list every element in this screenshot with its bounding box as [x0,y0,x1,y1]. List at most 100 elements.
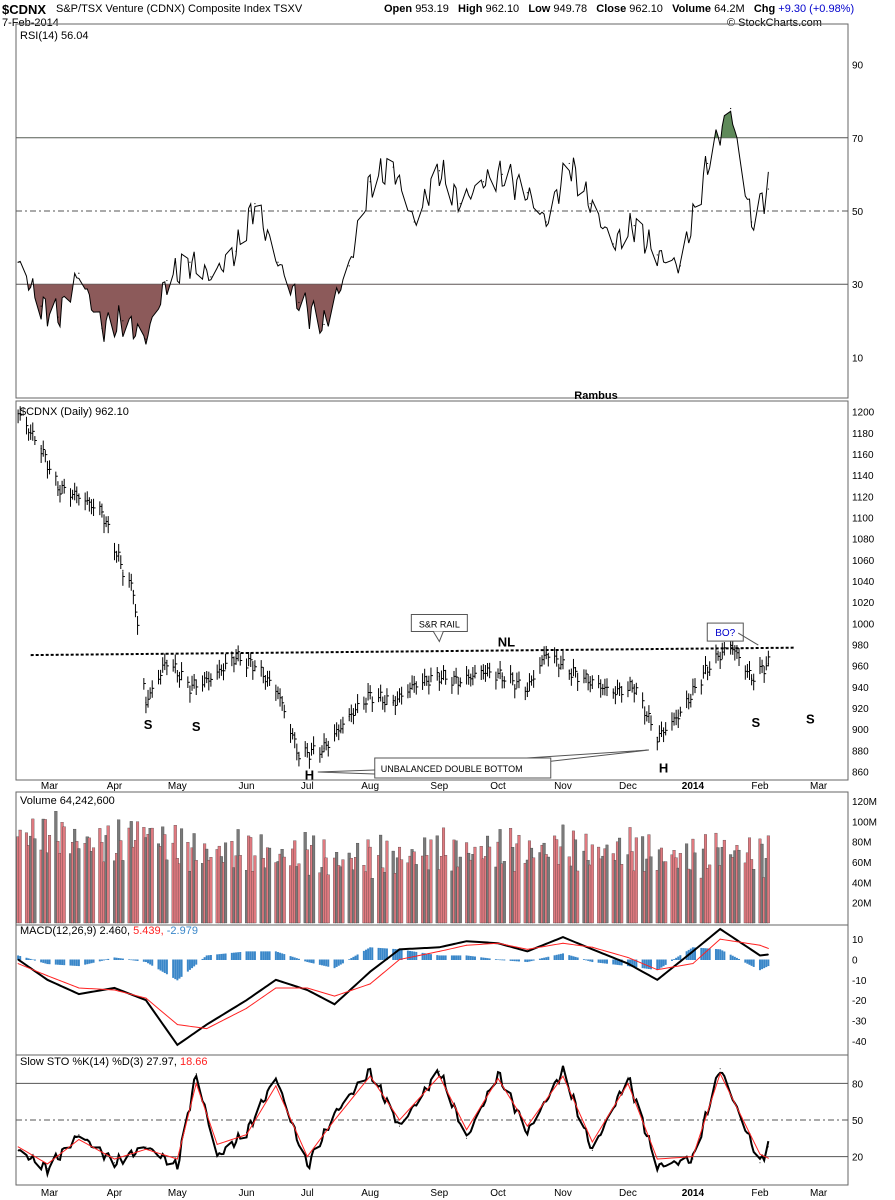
price-point [413,684,415,686]
volume-bar [18,829,22,924]
rsi-point [277,261,279,263]
macd-histogram-bar [98,959,101,962]
volume-point [275,856,276,857]
macd-histogram-bar [333,959,336,969]
sto-d-point [656,1158,658,1160]
volume-bar [678,853,682,924]
macd-histogram-bar [352,956,355,960]
macd-histogram-bar [647,959,650,970]
macd-histogram-bar [425,953,428,960]
volume-bar [33,838,37,924]
macd-histogram-bar [247,951,250,960]
price-y-tick-label: 1060 [852,556,875,567]
macd-histogram-bar [541,958,544,960]
sto-d-point [399,1119,401,1121]
price-y-tick-label: 1160 [852,450,874,461]
macd-histogram-bar [752,959,755,967]
sto-d-point [46,1163,48,1165]
macd-histogram-bar [222,953,225,960]
sto-d-point [78,1139,80,1141]
volume-bar [92,847,96,924]
volume-y-tick-label: 20M [852,899,871,910]
panel-frame [15,400,849,781]
price-y-tick-label: 1080 [852,535,875,546]
macd-histogram-bar [276,952,279,960]
macd-histogram-bar [297,958,300,960]
rsi-point [706,162,709,165]
volume-bar [605,844,609,924]
macd-histogram-bar [568,955,571,960]
macd-histogram-bar [220,953,223,960]
price-y-tick-label: 1000 [852,619,875,630]
macd-histogram-bar [597,959,600,963]
price-y-tick-label: 980 [852,640,869,651]
macd-histogram-bar [260,951,263,960]
macd-histogram-bar [86,959,89,965]
macd-histogram-bar [486,958,489,960]
sto-d-point [767,1157,769,1159]
pattern-label: S [144,717,153,732]
month-tick-label: Apr [107,781,123,792]
volume-point [657,855,658,856]
price-point [501,675,503,677]
macd-histogram-bar [103,959,106,961]
low-label: Low [528,3,551,15]
macd-histogram-bar [323,959,326,966]
price-point [545,652,547,654]
sto-y-tick-label: 80 [852,1079,864,1090]
macd-histogram-bar [664,959,667,965]
rsi-y-tick-label: 90 [852,61,864,72]
price-y-tick-label: 1120 [852,492,874,503]
month-tick-label: 2014 [682,1188,705,1199]
macd-line [17,927,769,1047]
sto-k-point [692,1158,694,1160]
double-bottom-pointer-left [317,769,375,775]
sto-d-point [526,1125,528,1127]
macd-histogram-bar [721,950,724,960]
price-point [750,677,753,679]
sto-label: Slow STO %K(14) %D(3) 27.97, 18.66 [20,1056,208,1068]
rsi-y-tick-label: 30 [852,280,864,291]
macd-point [275,979,277,981]
price-y-tick-label: 1200 [852,408,875,419]
macd-histogram-bar [367,948,370,960]
volume-bar [268,847,272,924]
macd-histogram-bar [325,959,328,967]
sto-k-point [145,1146,147,1148]
rambus-annotation: Rambus [574,390,617,402]
month-tick-label: Jun [238,781,254,792]
rsi-point [122,320,124,322]
macd-histogram-bar [723,951,726,960]
price-point [78,495,80,497]
macd-histogram-bar [708,948,711,960]
month-tick-label: Mar [41,781,59,792]
sto-k-point [113,1162,115,1164]
price-point [323,747,325,749]
sto-d-point [176,1158,178,1160]
price-point [392,702,394,704]
macd-histogram-bar [337,959,340,966]
price-y-tick-label: 1140 [852,471,874,482]
volume-bar [546,856,550,924]
high-value: 962.10 [485,3,520,15]
double-bottom-callout [374,757,552,779]
month-tick-label: May [168,781,187,792]
sto-d-point [562,1075,564,1077]
price-point [132,590,134,593]
price-point [369,694,371,696]
volume-point [768,857,769,858]
macd-histogram-bar [157,959,160,970]
macd-histogram-bar [706,948,709,960]
price-y-tick-label: 1100 [852,513,874,524]
macd-histogram-bar [398,949,401,960]
macd-histogram-bar [494,959,497,960]
macd-histogram-bar [320,959,323,966]
macd-histogram-bar [469,955,472,960]
macd-point [656,979,658,981]
sto-k-point [466,1137,468,1139]
price-y-tick-label: 1180 [852,429,874,440]
volume-label: Volume [672,3,712,15]
macd-histogram-bar [524,959,527,962]
volume-point [399,857,400,858]
price-y-tick-label: 1040 [852,577,875,588]
